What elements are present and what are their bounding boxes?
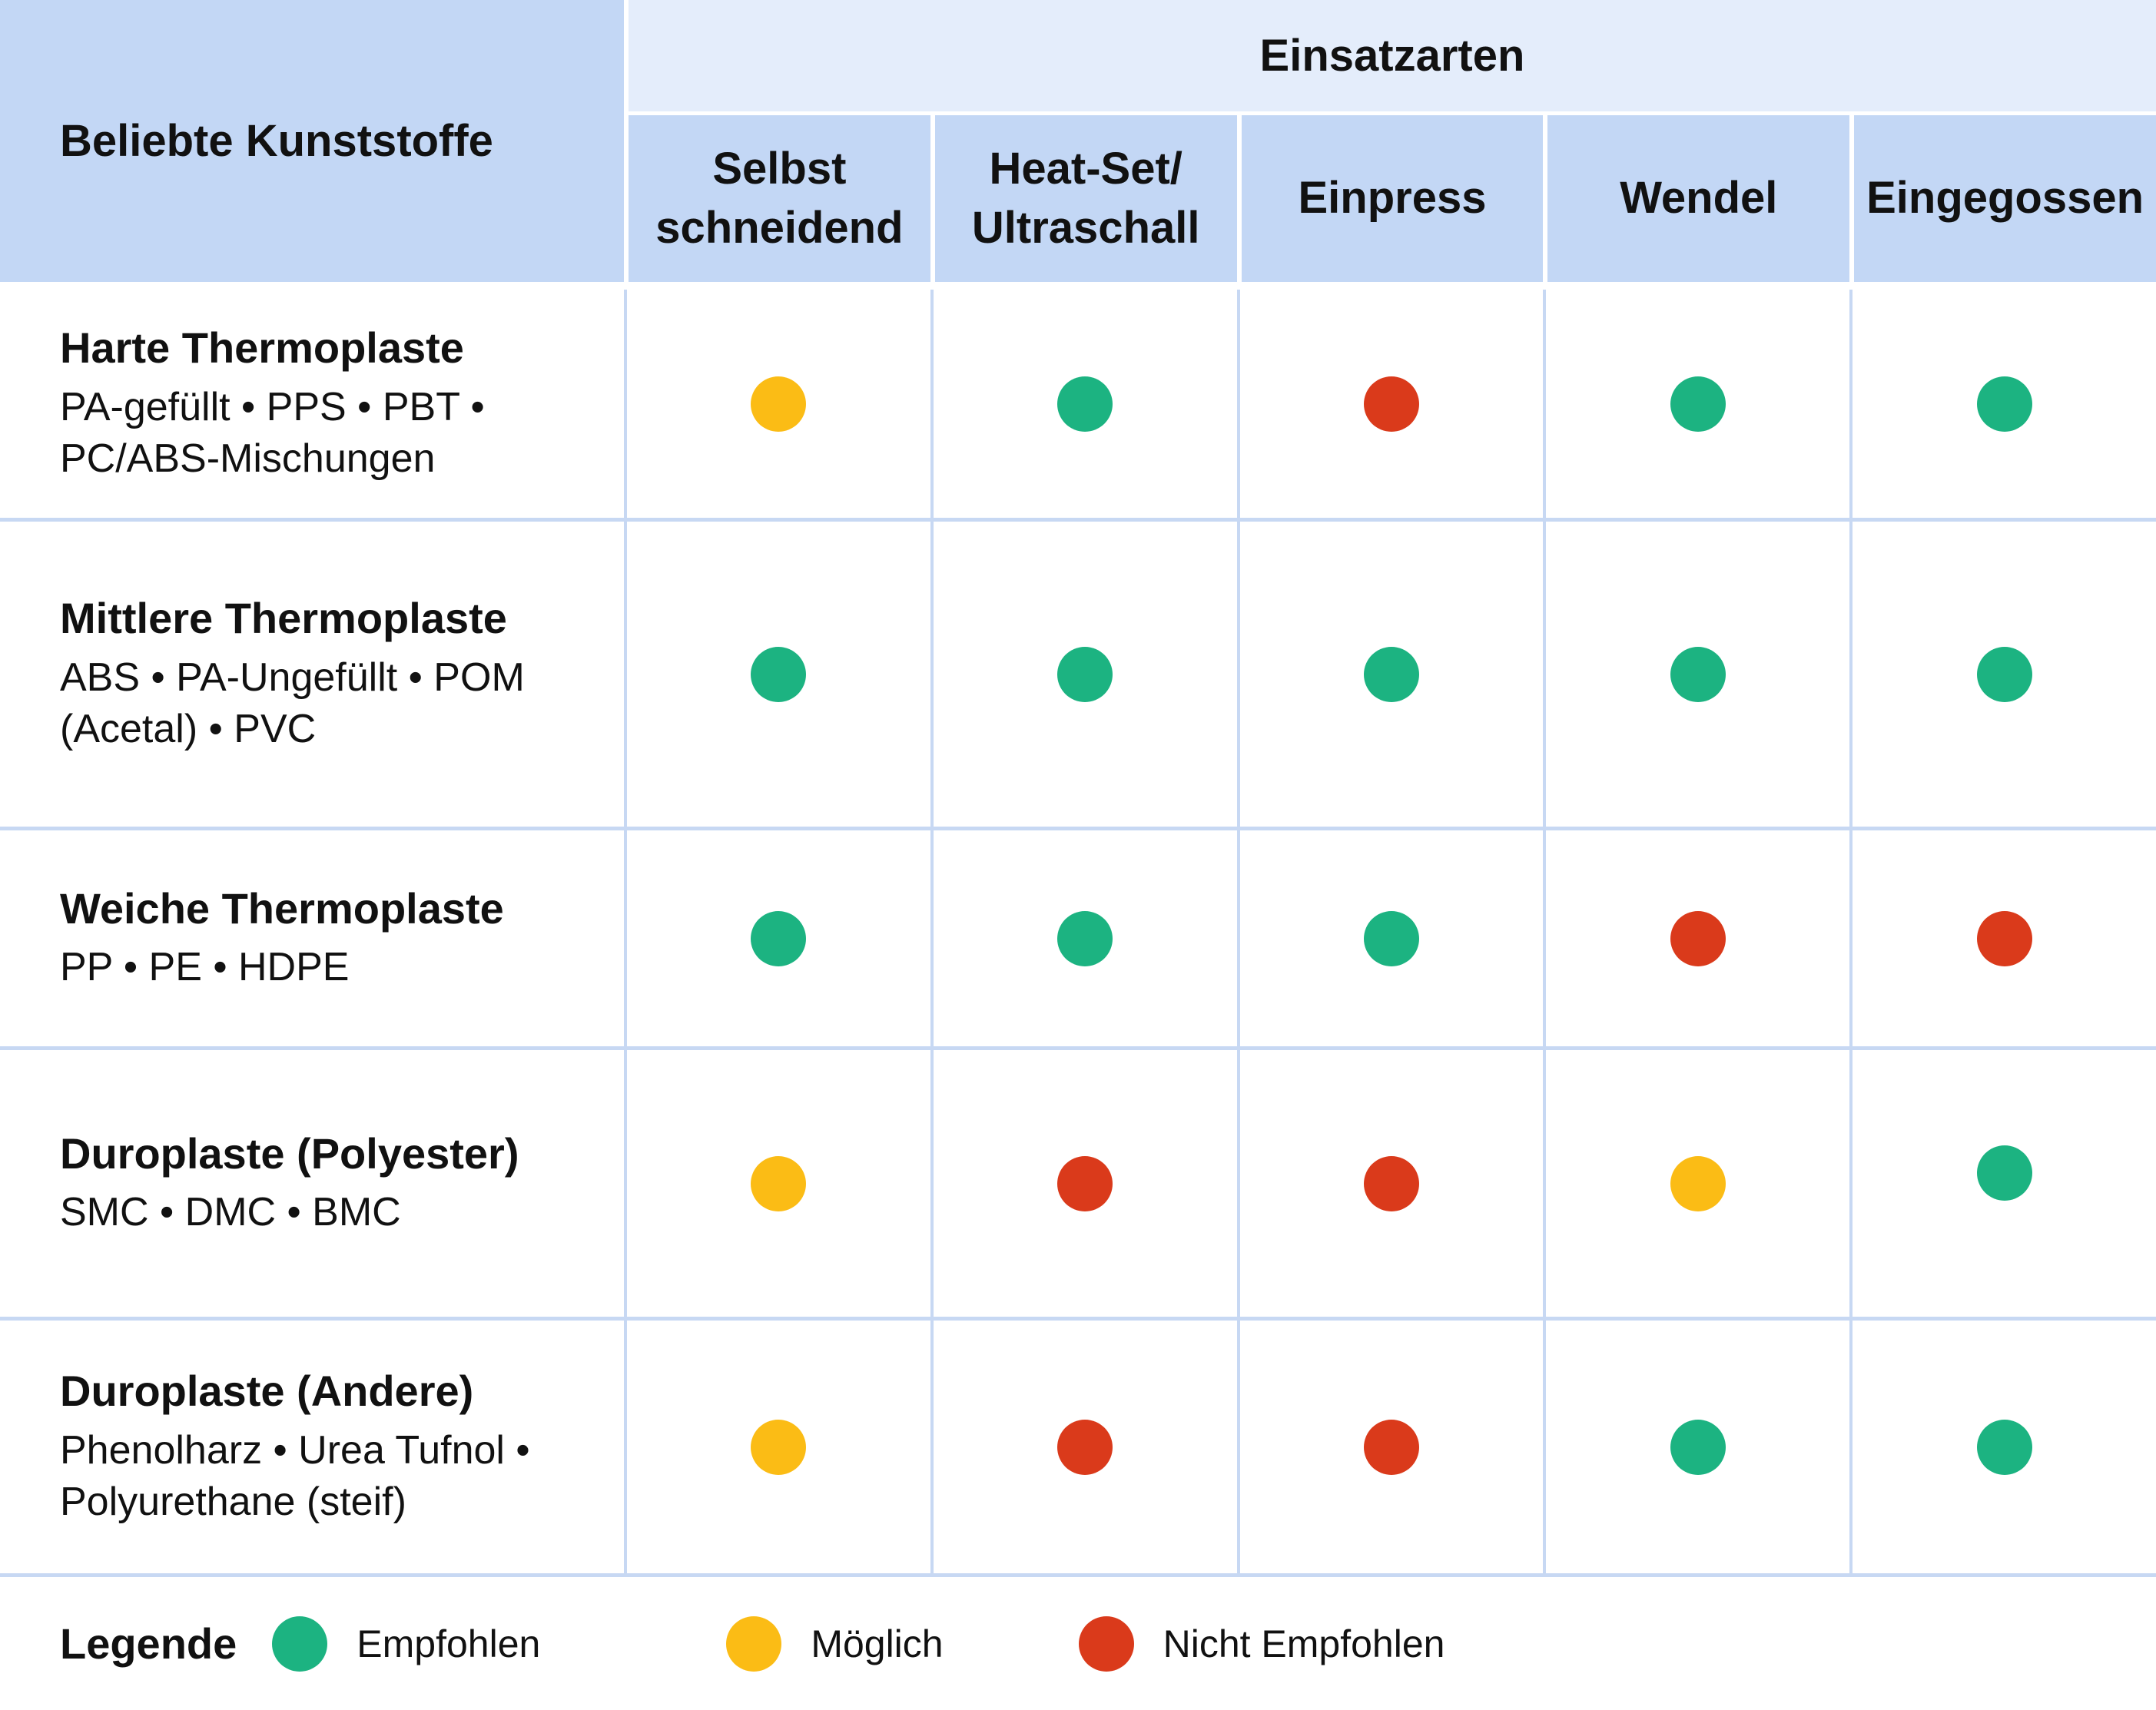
row-label-cell: Duroplaste (Polyester) SMC • DMC • BMC — [0, 1046, 624, 1317]
rating-cell — [1849, 290, 2156, 518]
status-dot-empfohlen — [1363, 910, 1419, 966]
group-header-cell: Einsatzarten — [624, 0, 2156, 115]
rating-cell — [1543, 290, 1850, 518]
rating-cell — [1236, 290, 1544, 518]
rating-cell — [1543, 1317, 1850, 1573]
row-title: Harte Thermoplaste — [60, 323, 464, 373]
rating-cell — [1236, 1046, 1544, 1317]
status-dot-moeglich — [751, 376, 807, 432]
status-dot-empfohlen — [1670, 646, 1726, 702]
rating-cell — [624, 290, 930, 518]
row-materials: PA-gefüllt • PPS • PBT • PC/ABS-Mischung… — [60, 384, 485, 482]
row-title: Weiche Thermoplaste — [60, 884, 504, 933]
status-dot-empfohlen — [751, 910, 807, 966]
row-label-cell: Duroplaste (Andere) Phenolharz • Urea Tuf… — [0, 1317, 624, 1573]
row-title: Mittlere Thermoplaste — [60, 594, 507, 643]
status-dot-nicht_empfohlen — [1670, 910, 1726, 966]
rating-cell — [930, 827, 1237, 1046]
rating-cell — [930, 1317, 1237, 1573]
legend-label: Möglich — [811, 1622, 944, 1665]
rating-cell — [1849, 1046, 2156, 1317]
column-header-selbst-schneidend: Selbst schneidend — [624, 115, 930, 290]
row-title: Duroplaste (Andere) — [60, 1367, 474, 1416]
status-dot-nicht_empfohlen — [1363, 376, 1419, 432]
status-dot-nicht_empfohlen — [1363, 1419, 1419, 1475]
row-title: Duroplaste (Polyester) — [60, 1129, 519, 1178]
status-dot-moeglich — [751, 1419, 807, 1475]
status-dot-empfohlen — [1976, 1145, 2032, 1201]
rating-cell — [624, 827, 930, 1046]
status-dot-empfohlen — [1057, 376, 1113, 432]
rating-cell — [1849, 1317, 2156, 1573]
legend-item-nicht_empfohlen: Nicht Empfohlen — [1078, 1616, 1445, 1672]
rating-cell — [1543, 1046, 1850, 1317]
status-dot-empfohlen — [1670, 1419, 1726, 1475]
rating-cell — [1849, 518, 2156, 827]
legend: Legende Empfohlen Möglich Nicht Empfohlen — [0, 1573, 2156, 1710]
status-dot-moeglich — [751, 1155, 807, 1211]
status-dot-nicht_empfohlen — [1057, 1155, 1113, 1211]
legend-item-empfohlen: Empfohlen — [272, 1616, 540, 1672]
rating-cell — [930, 290, 1237, 518]
rating-cell — [1543, 518, 1850, 827]
rating-cell — [624, 1046, 930, 1317]
legend-item-moeglich: Möglich — [726, 1616, 944, 1672]
column-header-heat-set-ultraschall: Heat-Set/ Ultraschall — [930, 115, 1237, 290]
legend-title: Legende — [60, 1619, 237, 1668]
rating-cell — [1236, 518, 1544, 827]
rating-cell — [1236, 1317, 1544, 1573]
status-dot-empfohlen — [1976, 646, 2032, 702]
legend-dot-empfohlen — [272, 1616, 328, 1672]
rating-cell — [930, 518, 1237, 827]
row-materials: ABS • PA-Ungefüllt • POM (Acetal) • PVC — [60, 655, 525, 752]
column-header-einpress: Einpress — [1236, 115, 1544, 290]
status-dot-nicht_empfohlen — [1057, 1419, 1113, 1475]
legend-dot-moeglich — [726, 1616, 782, 1672]
corner-header-label: Beliebte Kunststoffe — [60, 116, 493, 166]
status-dot-moeglich — [1670, 1155, 1726, 1211]
status-dot-nicht_empfohlen — [1363, 1155, 1419, 1211]
column-header-wendel: Wendel — [1543, 115, 1850, 290]
row-label-cell: Harte Thermoplaste PA-gefüllt • PPS • PBT… — [0, 290, 624, 518]
legend-label: Empfohlen — [357, 1622, 541, 1665]
status-dot-empfohlen — [1670, 376, 1726, 432]
rating-cell — [624, 1317, 930, 1573]
legend-label: Nicht Empfohlen — [1163, 1622, 1445, 1665]
rating-cell — [930, 1046, 1237, 1317]
row-materials: Phenolharz • Urea Tufnol • Polyurethane … — [60, 1427, 530, 1525]
status-dot-empfohlen — [1363, 646, 1419, 702]
legend-dot-nicht_empfohlen — [1078, 1616, 1134, 1672]
row-label-cell: Mittlere Thermoplaste ABS • PA-Ungefüllt … — [0, 518, 624, 827]
status-dot-empfohlen — [1976, 1419, 2032, 1475]
column-header-eingegossen: Eingegossen — [1849, 115, 2156, 290]
rating-cell — [1543, 827, 1850, 1046]
status-dot-empfohlen — [1057, 646, 1113, 702]
row-materials: SMC • DMC • BMC — [60, 1190, 401, 1235]
rating-cell — [1236, 827, 1544, 1046]
rating-cell — [624, 518, 930, 827]
row-label-cell: Weiche Thermoplaste PP • PE • HDPE — [0, 827, 624, 1046]
status-dot-nicht_empfohlen — [1976, 910, 2032, 966]
status-dot-empfohlen — [1057, 910, 1113, 966]
group-header-label: Einsatzarten — [1259, 31, 1525, 81]
status-dot-empfohlen — [751, 646, 807, 702]
row-materials: PP • PE • HDPE — [60, 945, 350, 990]
rating-cell — [1849, 827, 2156, 1046]
status-dot-empfohlen — [1976, 376, 2032, 432]
corner-header-cell: Beliebte Kunststoffe — [0, 0, 624, 290]
